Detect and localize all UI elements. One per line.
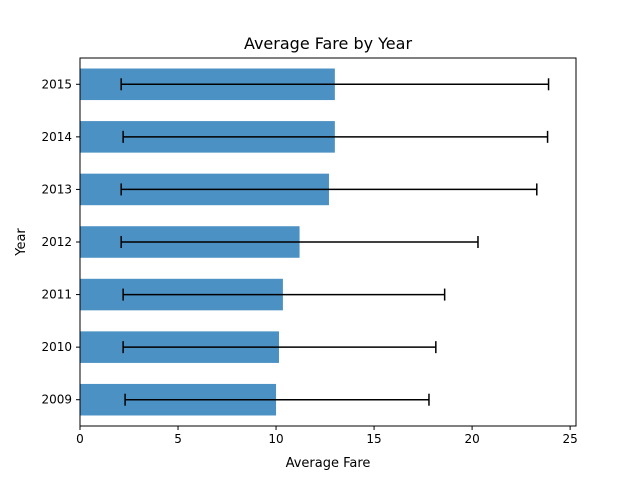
y-tick-label-2011: 2011 (41, 288, 72, 302)
x-tick-label-25: 25 (562, 432, 577, 446)
x-tick-label-5: 5 (174, 432, 182, 446)
x-axis-label: Average Fare (286, 456, 371, 471)
error-bar-2012 (120, 236, 479, 248)
error-bar-2014 (122, 130, 549, 143)
error-bar-2010 (122, 341, 437, 354)
y-tick-label-2015: 2015 (41, 77, 72, 91)
error-bar-2009 (124, 393, 430, 406)
error-bar-2013 (120, 183, 538, 196)
y-tick-label-2013: 2013 (41, 182, 72, 196)
y-tick-label-2012: 2012 (41, 235, 72, 249)
y-tick-label-2014: 2014 (41, 130, 72, 144)
x-tick-label-10: 10 (268, 432, 283, 446)
chart-title: Average Fare by Year (244, 34, 412, 53)
y-tick-label-2009: 2009 (41, 393, 72, 407)
x-tick-label-15: 15 (366, 432, 381, 446)
y-tick-label-2010: 2010 (41, 340, 72, 354)
error-bar-2015 (120, 78, 550, 91)
error-bar-2011 (122, 288, 446, 301)
y-axis-label: Year (14, 228, 29, 257)
plot-area: 0 5 10 15 20 25 2009 2010 2011 2012 2013 2014 2015 (41, 57, 578, 446)
x-tick-label-0: 0 (76, 432, 84, 446)
x-tick-label-20: 20 (464, 432, 479, 446)
